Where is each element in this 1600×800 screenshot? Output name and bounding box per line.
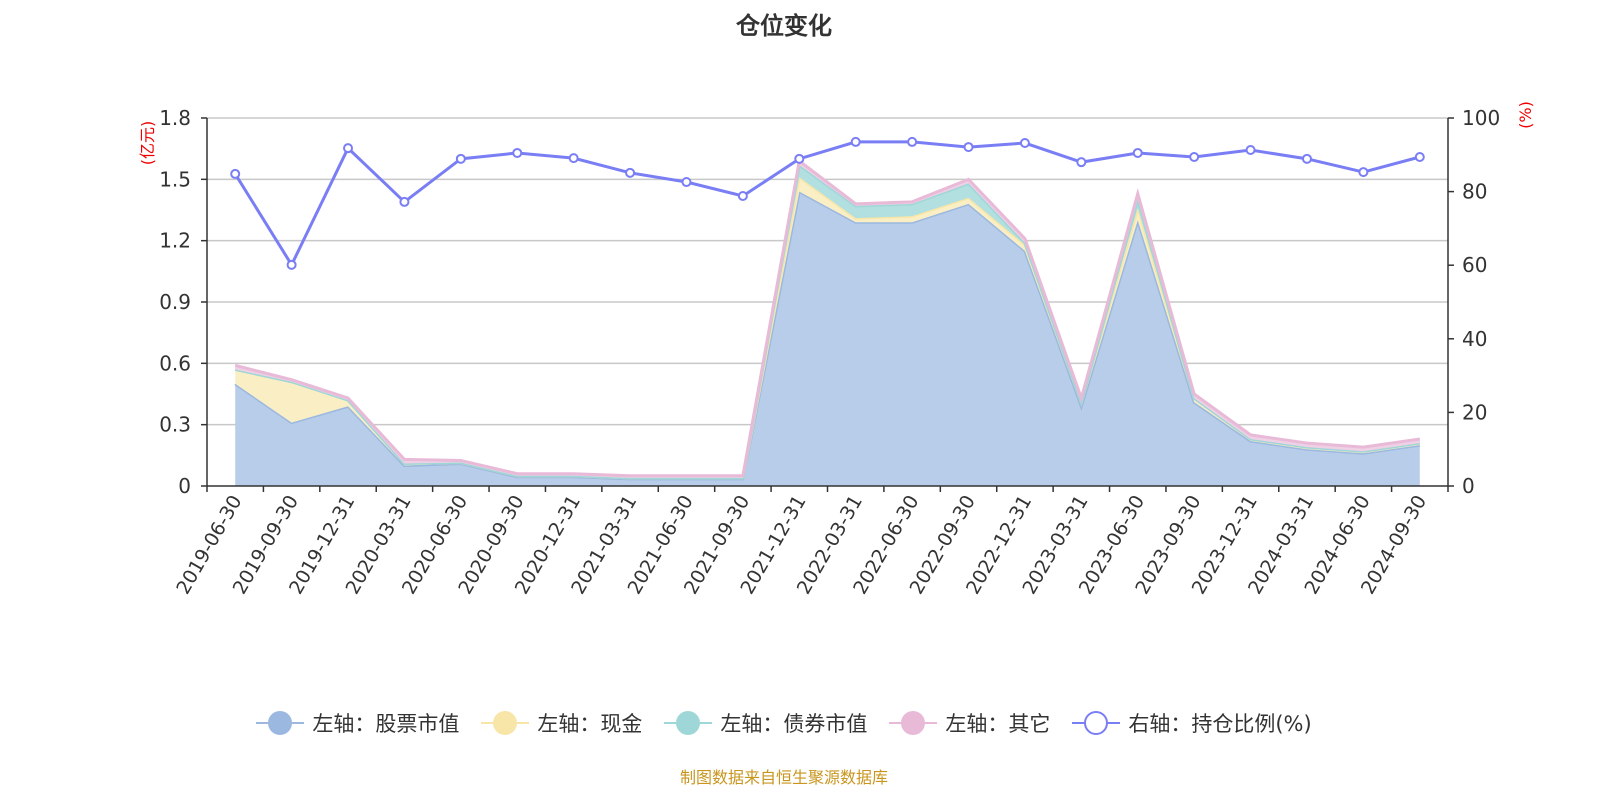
legend-item[interactable]: 左轴：现金 <box>481 708 642 738</box>
ratio-point <box>399 196 410 207</box>
legend-label: 左轴：股票市值 <box>312 712 460 736</box>
y-right-tick-label: 0 <box>1462 474 1475 498</box>
ratio-point <box>794 153 805 164</box>
legend-item[interactable]: 左轴：股票市值 <box>256 708 459 738</box>
ratio-point <box>1301 153 1312 164</box>
ratio-point <box>850 136 861 147</box>
legend-symbol-icon <box>664 711 713 735</box>
ratio-point <box>1132 147 1143 158</box>
legend-symbol-icon <box>481 711 530 735</box>
ratio-point <box>1189 152 1200 163</box>
ratio-point <box>343 143 354 154</box>
ratio-point <box>1414 152 1425 163</box>
ratio-line <box>233 140 1421 268</box>
ratio-point <box>1019 138 1030 149</box>
source-note: 制图数据来自恒生聚源数据库 <box>679 768 888 787</box>
ratio-point <box>737 191 748 202</box>
legend-symbol-icon <box>256 711 305 735</box>
ratio-point <box>455 153 466 164</box>
y-right-tick-label: 40 <box>1462 327 1487 351</box>
area-line-左轴：其它 <box>234 158 1421 478</box>
legend-label: 右轴：持仓比例(%) <box>1128 712 1312 736</box>
legend-item[interactable]: 左轴：债券市值 <box>664 708 867 738</box>
y-right-tick-label: 20 <box>1462 400 1487 424</box>
ratio-point <box>1076 157 1087 168</box>
area-左轴：其它 <box>235 160 1420 478</box>
legend-symbol-icon <box>889 711 938 735</box>
legend-item[interactable]: 左轴：其它 <box>889 708 1050 738</box>
legend-label: 左轴：债券市值 <box>720 712 868 736</box>
legend-symbol-icon <box>1072 711 1121 735</box>
ratio-point <box>907 136 918 147</box>
y-left-tick-label: 1.5 <box>159 167 191 191</box>
y-left-tick-label: 0 <box>178 474 191 498</box>
ratio-point <box>625 167 636 178</box>
chart-title: 仓位变化 <box>736 12 832 40</box>
legend-item[interactable]: 右轴：持仓比例(%) <box>1072 708 1312 738</box>
y-right-unit: (%) <box>1516 101 1535 129</box>
y-left-tick-label: 1.2 <box>159 229 191 253</box>
y-right-tick-label: 100 <box>1462 106 1500 130</box>
y-left-tick-label: 0.9 <box>159 290 191 314</box>
y-right-tick-label: 60 <box>1462 253 1487 277</box>
ratio-point <box>963 142 974 153</box>
legend-label: 左轴：其它 <box>945 712 1051 736</box>
legend: 左轴：股票市值 左轴：现金 左轴：债券市值 左轴：其它 右轴：持仓比例(%) <box>0 708 1568 738</box>
y-right-tick-label: 80 <box>1462 180 1487 204</box>
ratio-point <box>286 259 297 270</box>
y-left-tick-label: 1.8 <box>159 106 191 130</box>
ratio-point <box>1358 167 1369 178</box>
ratio-point <box>681 177 692 188</box>
y-left-unit: (亿元) <box>138 121 157 166</box>
y-left-tick-label: 0.3 <box>159 413 191 437</box>
legend-label: 左轴：现金 <box>537 712 643 736</box>
area-左轴：股票市值 <box>235 191 1420 486</box>
ratio-point <box>230 168 241 179</box>
y-left-tick-label: 0.6 <box>159 351 191 375</box>
ratio-point <box>512 147 523 158</box>
ratio-point <box>568 153 579 164</box>
ratio-point <box>1245 145 1256 156</box>
